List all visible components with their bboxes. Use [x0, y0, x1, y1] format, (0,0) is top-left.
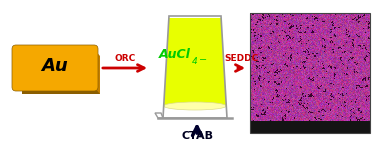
Text: CTAB: CTAB: [181, 131, 213, 141]
Text: 4: 4: [192, 57, 198, 66]
Ellipse shape: [164, 102, 226, 110]
Polygon shape: [164, 18, 226, 106]
Text: SEDDC: SEDDC: [225, 54, 259, 63]
Text: −: −: [199, 55, 207, 65]
Polygon shape: [94, 49, 100, 94]
Text: ORC: ORC: [115, 54, 136, 63]
Polygon shape: [22, 56, 100, 94]
FancyBboxPatch shape: [12, 45, 98, 91]
Text: AuCl: AuCl: [159, 48, 191, 61]
Text: Au: Au: [42, 57, 68, 75]
Bar: [250, 13, 370, 133]
